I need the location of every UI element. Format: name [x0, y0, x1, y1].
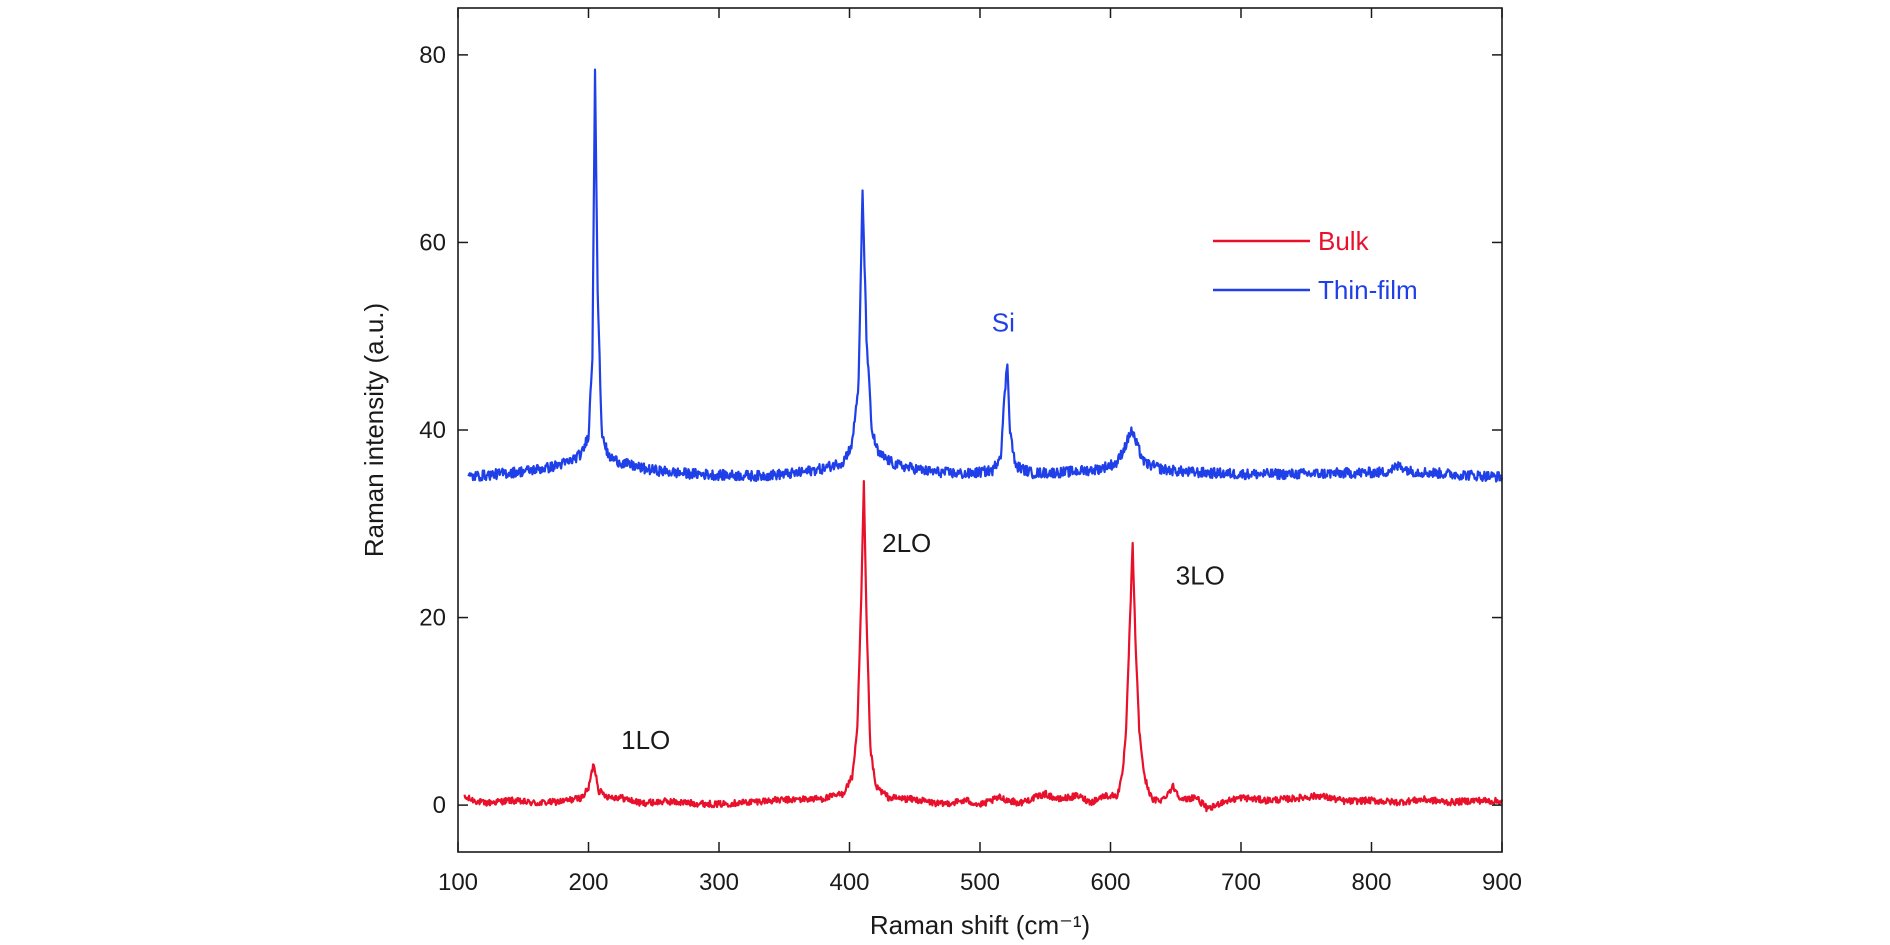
y-axis-label: Raman intensity (a.u.) — [359, 303, 389, 557]
y-tick-label: 0 — [433, 792, 446, 819]
x-tick-label: 300 — [699, 869, 739, 896]
y-tick-label: 80 — [419, 42, 446, 69]
series-layer — [463, 68, 1504, 813]
annotation-layer: 1LO 2LO 3LO Si — [621, 308, 1225, 755]
tick-layer: 100 200 300 400 500 600 700 800 900 0 20 40 60 80 — [419, 8, 1522, 896]
x-tick-label: 100 — [438, 869, 478, 896]
peak-annotation-3lo: 3LO — [1176, 561, 1225, 591]
legend-label: Thin-film — [1318, 275, 1418, 305]
y-tick-label: 60 — [419, 229, 446, 256]
x-tick-label: 500 — [960, 869, 1000, 896]
peak-annotation-si: Si — [992, 308, 1015, 338]
x-tick-label: 900 — [1482, 869, 1522, 896]
x-tick-label: 800 — [1351, 869, 1391, 896]
y-tick-label: 20 — [419, 605, 446, 632]
x-tick-label: 600 — [1090, 869, 1130, 896]
x-tick-label: 700 — [1221, 869, 1261, 896]
x-axis-label: Raman shift (cm⁻¹) — [870, 910, 1090, 940]
legend: Bulk Thin-film — [1213, 226, 1418, 305]
peak-annotation-2lo: 2LO — [882, 528, 931, 558]
legend-label: Bulk — [1318, 226, 1370, 256]
x-tick-label: 200 — [568, 869, 608, 896]
x-tick-label: 400 — [829, 869, 869, 896]
peak-annotation-1lo: 1LO — [621, 725, 670, 755]
series-line-bulk — [463, 480, 1504, 813]
series-line-thin-film — [467, 68, 1504, 483]
y-tick-label: 40 — [419, 417, 446, 444]
